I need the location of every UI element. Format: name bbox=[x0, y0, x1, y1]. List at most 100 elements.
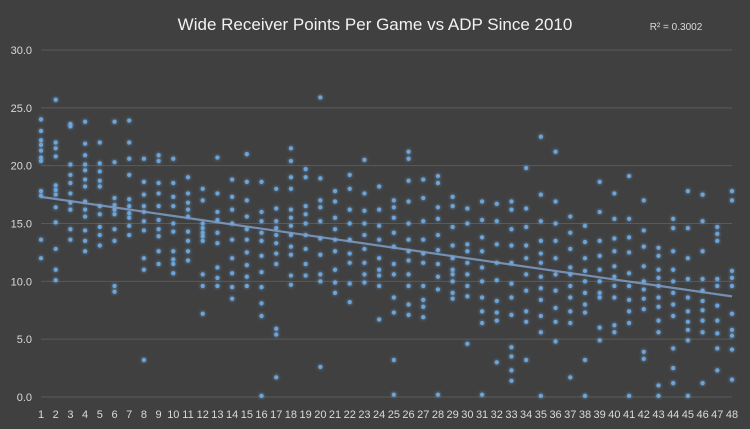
data-point bbox=[524, 243, 529, 248]
data-point bbox=[288, 244, 294, 249]
data-point bbox=[450, 204, 455, 209]
y-tick-label: 20.0 bbox=[11, 161, 32, 173]
data-point bbox=[259, 313, 264, 319]
data-point bbox=[185, 191, 191, 196]
data-point bbox=[68, 180, 73, 186]
data-point bbox=[83, 184, 88, 189]
data-point bbox=[479, 309, 485, 314]
x-tick-label: 34 bbox=[520, 409, 532, 421]
data-point bbox=[185, 258, 191, 263]
data-point bbox=[524, 288, 529, 293]
data-point bbox=[53, 97, 58, 102]
data-point bbox=[656, 304, 661, 309]
data-point bbox=[200, 230, 205, 235]
data-point bbox=[700, 330, 705, 335]
data-point bbox=[156, 217, 161, 223]
x-tick-label: 8 bbox=[141, 409, 147, 421]
data-point bbox=[656, 275, 661, 280]
x-tick-label: 23 bbox=[358, 409, 370, 421]
data-point bbox=[288, 207, 294, 212]
data-point bbox=[671, 279, 676, 284]
data-point bbox=[303, 167, 308, 172]
data-point bbox=[200, 272, 205, 277]
data-point bbox=[362, 221, 367, 226]
data-point bbox=[274, 251, 279, 256]
data-point bbox=[274, 332, 279, 337]
data-point bbox=[332, 227, 338, 232]
data-point bbox=[479, 199, 485, 204]
data-point bbox=[141, 179, 147, 184]
data-point bbox=[112, 202, 117, 208]
data-point bbox=[597, 267, 602, 272]
data-point bbox=[53, 154, 58, 159]
y-tick-label: 10.0 bbox=[11, 276, 32, 288]
data-point bbox=[656, 383, 661, 388]
data-point bbox=[332, 189, 338, 194]
x-tick-label: 21 bbox=[329, 409, 341, 421]
data-point bbox=[568, 246, 573, 252]
data-point bbox=[112, 227, 117, 232]
data-point bbox=[406, 221, 411, 226]
data-point bbox=[656, 253, 661, 258]
data-point bbox=[185, 175, 191, 180]
y-tick-label: 30.0 bbox=[11, 45, 32, 57]
data-point bbox=[83, 177, 88, 182]
data-point bbox=[671, 381, 676, 386]
data-point bbox=[230, 285, 235, 290]
data-point bbox=[391, 310, 396, 315]
data-point bbox=[200, 283, 205, 289]
data-point bbox=[53, 278, 58, 283]
data-point bbox=[215, 275, 220, 280]
data-point bbox=[318, 219, 323, 224]
data-point bbox=[685, 226, 690, 231]
data-point bbox=[362, 208, 367, 213]
data-point bbox=[612, 274, 617, 279]
data-point bbox=[288, 146, 294, 151]
data-point bbox=[332, 249, 338, 254]
data-point bbox=[38, 189, 44, 194]
data-point bbox=[450, 290, 455, 295]
data-point bbox=[38, 256, 44, 261]
data-point bbox=[377, 256, 382, 261]
data-point bbox=[274, 226, 279, 231]
data-point bbox=[509, 243, 514, 248]
data-point bbox=[494, 298, 499, 304]
y-tick-label: 25.0 bbox=[11, 103, 32, 115]
x-tick-label: 1 bbox=[38, 409, 44, 421]
data-point bbox=[127, 215, 132, 220]
data-point bbox=[597, 209, 602, 215]
data-point bbox=[68, 191, 73, 196]
data-point bbox=[303, 212, 308, 217]
data-point bbox=[288, 215, 294, 220]
data-point bbox=[729, 327, 735, 333]
data-point bbox=[347, 251, 352, 256]
x-tick-label: 38 bbox=[579, 409, 591, 421]
data-point bbox=[524, 206, 529, 211]
data-point bbox=[553, 288, 558, 293]
data-point bbox=[274, 232, 279, 238]
data-point bbox=[582, 279, 588, 284]
data-point bbox=[729, 198, 735, 203]
data-point bbox=[215, 155, 220, 160]
data-point bbox=[244, 179, 249, 184]
data-point bbox=[347, 207, 352, 212]
data-point bbox=[700, 276, 705, 282]
data-point bbox=[53, 205, 58, 210]
data-point bbox=[509, 312, 514, 317]
data-point bbox=[127, 140, 132, 145]
data-point bbox=[38, 237, 44, 242]
data-point bbox=[729, 268, 735, 274]
x-tick-label: 36 bbox=[549, 409, 561, 421]
data-point bbox=[127, 197, 132, 202]
data-point bbox=[362, 272, 367, 277]
data-point bbox=[185, 249, 191, 254]
data-point bbox=[450, 243, 455, 248]
data-point bbox=[421, 283, 426, 289]
data-point bbox=[700, 249, 705, 254]
x-tick-label: 35 bbox=[535, 409, 547, 421]
data-point bbox=[171, 257, 176, 262]
data-point bbox=[244, 250, 249, 255]
y-tick-label: 15.0 bbox=[11, 219, 32, 231]
data-point bbox=[127, 210, 132, 216]
data-point bbox=[362, 232, 367, 238]
